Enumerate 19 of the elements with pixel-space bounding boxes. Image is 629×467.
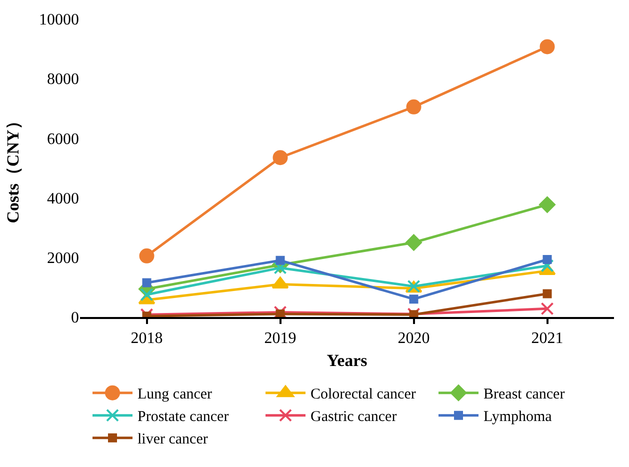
- legend-label: Lung cancer: [138, 386, 212, 403]
- x-tick-label: 2019: [264, 330, 296, 348]
- legend-label: Gastric cancer: [310, 409, 397, 426]
- legend-label: Colorectal cancer: [310, 386, 416, 403]
- y-tick-label: 6000: [47, 130, 79, 148]
- legend-label: Breast cancer: [484, 386, 565, 403]
- y-tick-label: 4000: [47, 190, 79, 208]
- x-axis-title: Years: [326, 351, 368, 370]
- y-tick-label: 0: [71, 310, 79, 327]
- y-tick-label: 2000: [47, 250, 79, 267]
- legend-label: Lymphoma: [484, 409, 552, 426]
- y-axis-title: Costs（CNY）: [4, 112, 23, 224]
- x-tick-label: 2021: [531, 330, 564, 348]
- x-tick-label: 2020: [398, 330, 430, 348]
- legend-label: liver cancer: [138, 432, 208, 448]
- y-tick-label: 8000: [47, 71, 79, 88]
- x-tick-label: 2018: [130, 330, 163, 348]
- legend-label: Prostate cancer: [138, 409, 229, 426]
- y-tick-label: 10000: [39, 12, 79, 29]
